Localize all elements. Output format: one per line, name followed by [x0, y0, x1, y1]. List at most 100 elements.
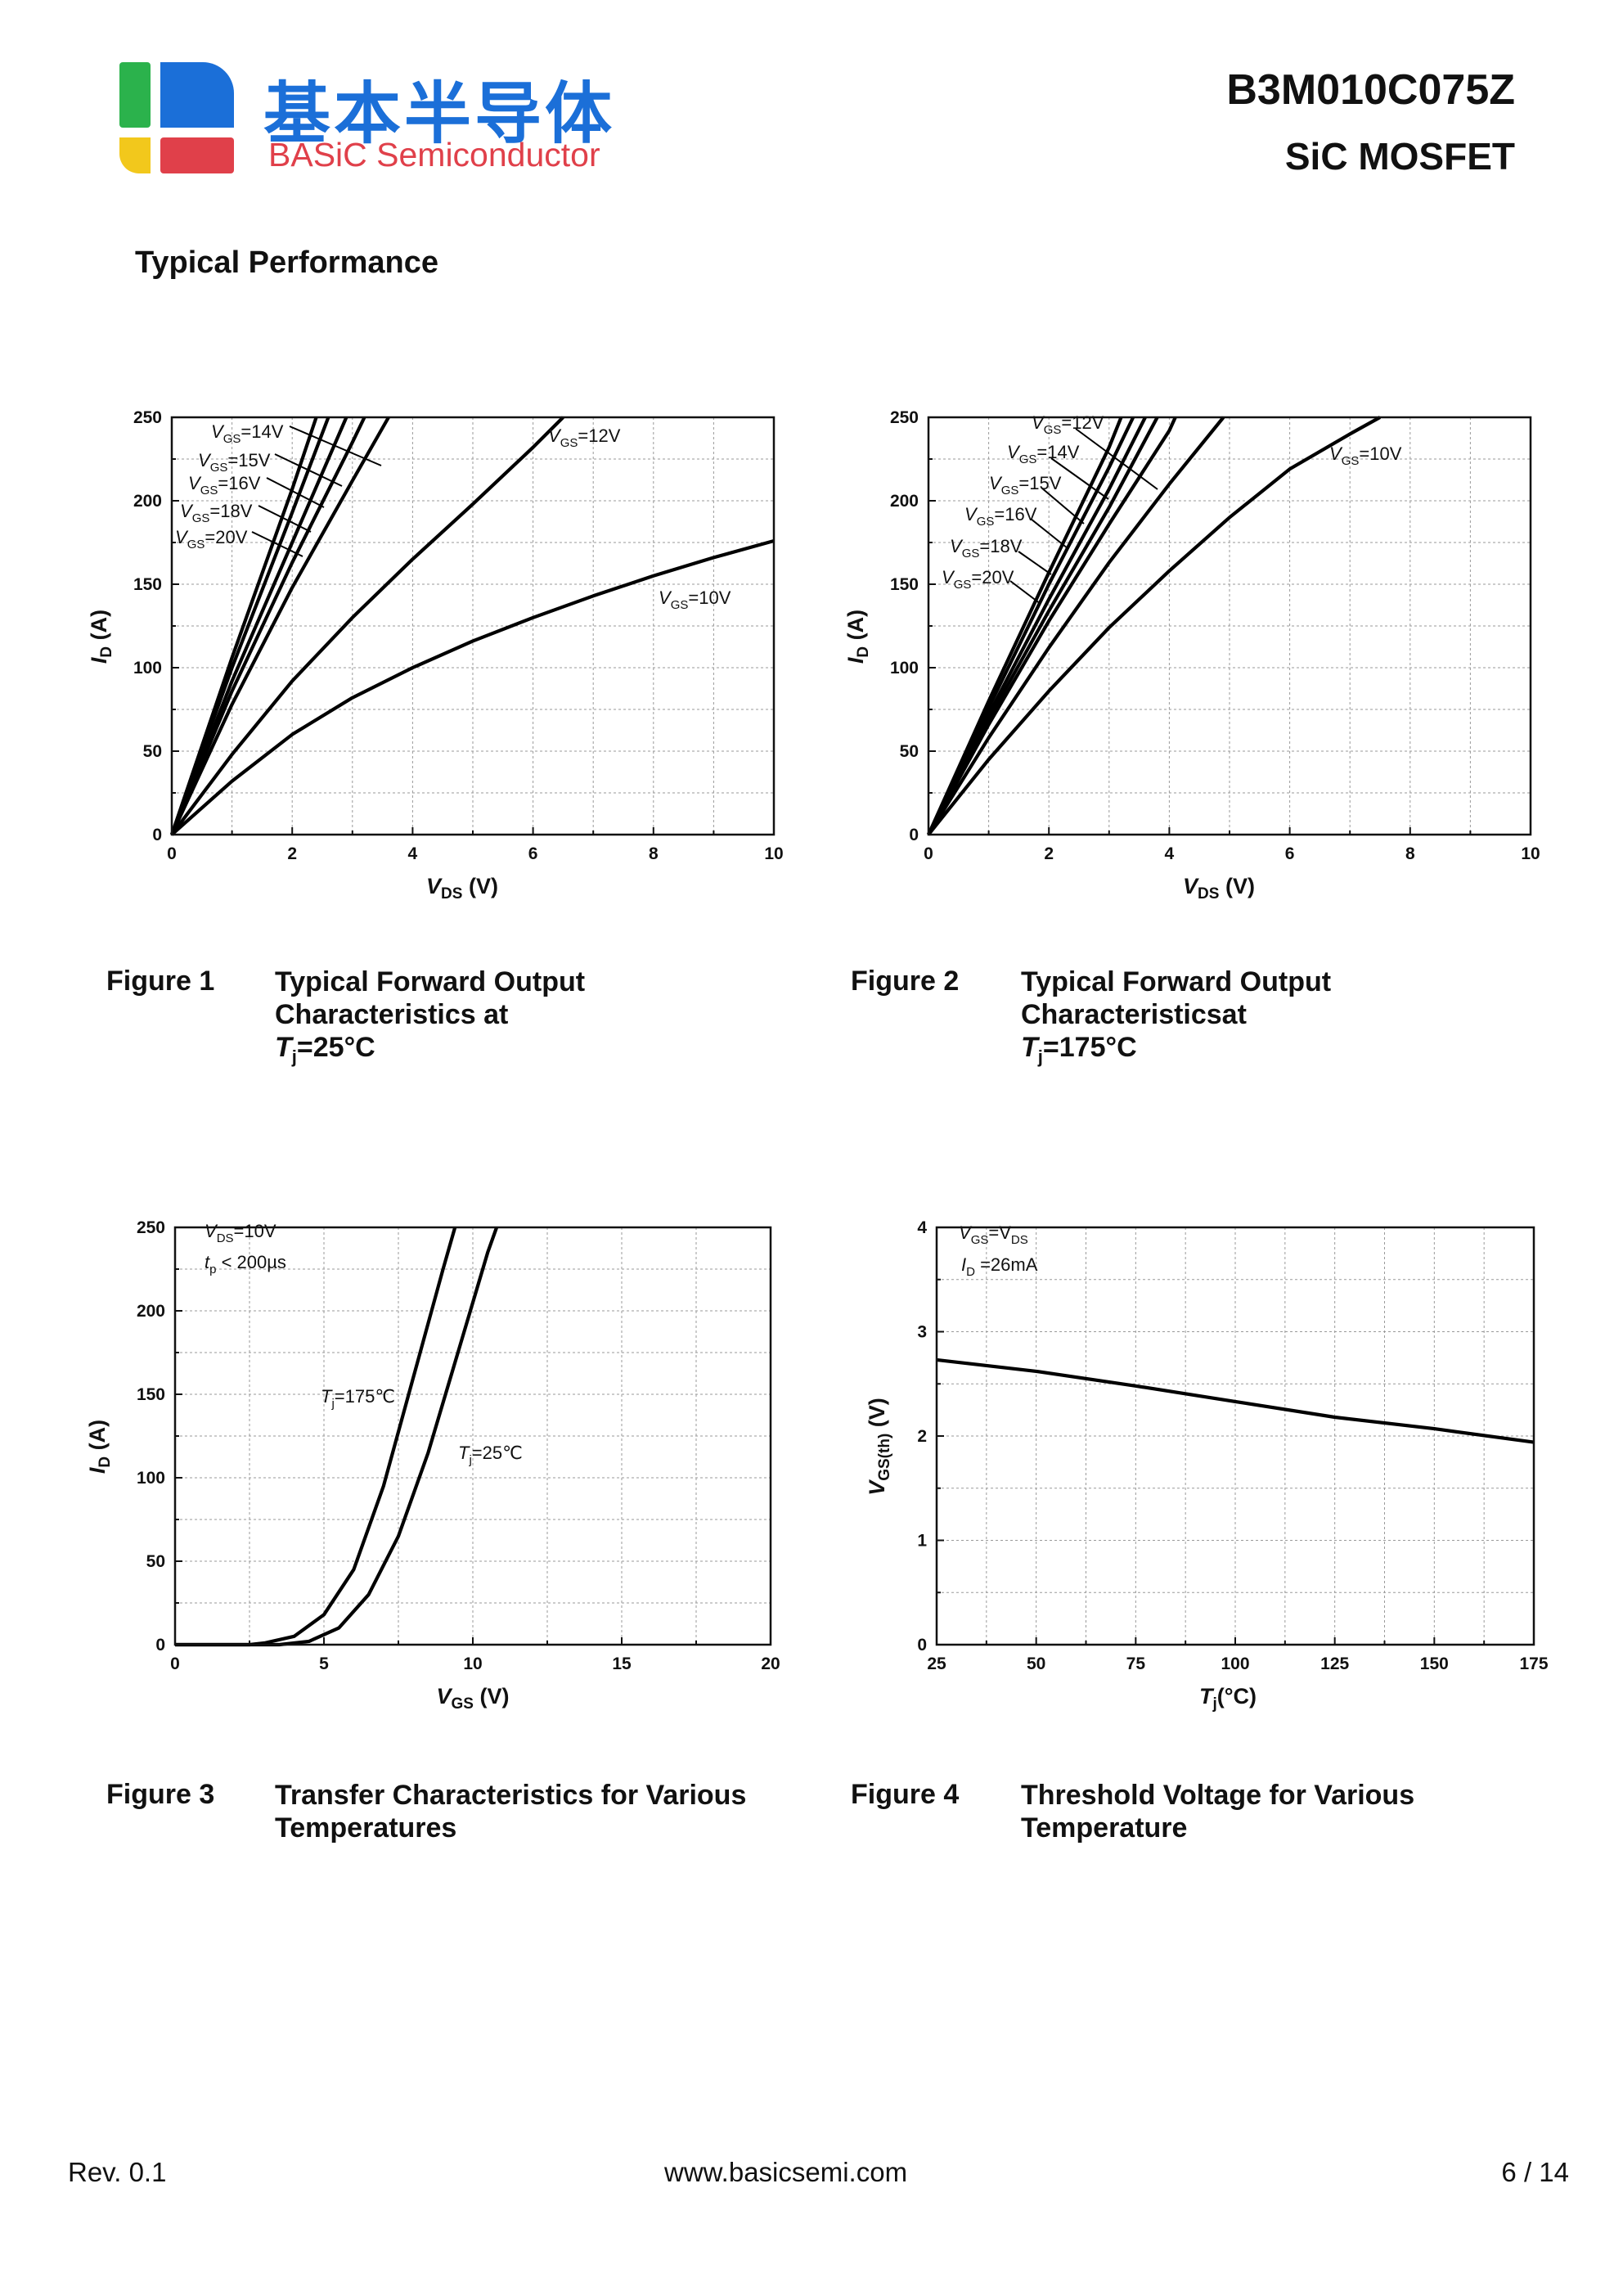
- figure-1-caption: Typical Forward Output Characteristics a…: [275, 966, 585, 1074]
- series-line-vgs-12v: [927, 416, 1225, 836]
- figure-1-number: Figure 1: [106, 966, 215, 997]
- y-tick-label: 0: [917, 1636, 927, 1654]
- x-axis-label: VDS (V): [1183, 874, 1255, 903]
- figure-4-number: Figure 4: [851, 1779, 960, 1810]
- series-line-vgs-15v: [170, 416, 366, 835]
- y-tick-label: 0: [152, 826, 162, 844]
- figure-2-number: Figure 2: [851, 966, 960, 997]
- annotation-vgs10: VGS=10V: [1329, 443, 1402, 468]
- series-line-vgs-18v: [927, 416, 1135, 835]
- x-tick-label: 10: [764, 844, 783, 863]
- caption-line: Transfer Characteristics for Various: [275, 1780, 747, 1811]
- y-tick-label: 100: [890, 659, 919, 678]
- leader-vgs16: [266, 477, 325, 508]
- annotation-tp: tp < 200µs: [205, 1252, 286, 1276]
- series-line-vgs-10v: [927, 416, 1382, 836]
- y-tick-label: 150: [890, 575, 919, 594]
- series-line-vgs-th-: [936, 1357, 1535, 1444]
- part-number: B3M010C075Z: [1226, 66, 1515, 114]
- y-tick-label: 200: [890, 492, 919, 511]
- annotation-vgs20: VGS=20V: [175, 527, 248, 551]
- series-line-vgs-10v: [170, 538, 775, 836]
- caption-line: Characteristics at: [275, 999, 509, 1030]
- figure-3-number: Figure 3: [106, 1779, 215, 1810]
- x-axis-label: VGS (V): [437, 1684, 510, 1713]
- series-line-vgs-16v: [170, 416, 348, 835]
- caption-line: Threshold Voltage for Various: [1021, 1780, 1415, 1811]
- x-tick-label: 25: [927, 1654, 946, 1673]
- logo-red-block: [160, 137, 234, 173]
- x-tick-label: 10: [1521, 844, 1540, 863]
- y-tick-label: 250: [137, 1218, 165, 1237]
- x-axis-label: VDS (V): [426, 874, 498, 903]
- x-axis-label: Tj(°C): [1199, 1684, 1257, 1713]
- annotation-vgs12: VGS=12V: [1032, 412, 1104, 437]
- x-tick-label: 0: [170, 1654, 180, 1673]
- annotation-vgs15: VGS=15V: [198, 450, 271, 475]
- annotation-vgs14: VGS=14V: [211, 421, 284, 446]
- leader-vgs18: [258, 505, 312, 533]
- x-tick-label: 50: [1027, 1654, 1045, 1673]
- x-tick-label: 175: [1519, 1654, 1548, 1673]
- annotation-vgs16: VGS=16V: [964, 504, 1037, 529]
- y-tick-label: 50: [143, 742, 162, 761]
- y-tick-label: 200: [137, 1302, 165, 1321]
- section-title: Typical Performance: [135, 245, 439, 280]
- y-tick-label: 0: [155, 1636, 165, 1654]
- leader-vgs12: [1075, 428, 1158, 490]
- y-tick-label: 50: [900, 742, 919, 761]
- x-tick-label: 10: [463, 1654, 482, 1673]
- x-tick-label: 0: [924, 844, 933, 863]
- logo-green-block: [119, 62, 151, 128]
- series-line-vgs-12v: [170, 416, 564, 836]
- series-line-vgs-16v: [927, 416, 1147, 835]
- caption-line: Temperatures: [275, 1812, 457, 1844]
- caption-temperature: Tj=25°C: [275, 1032, 375, 1067]
- y-tick-label: 2: [917, 1427, 927, 1446]
- annotation-tj25: Tj=25℃: [458, 1443, 523, 1467]
- annotation-vgs18: VGS=18V: [180, 501, 253, 525]
- x-tick-label: 6: [1285, 844, 1295, 863]
- caption-line: Temperature: [1021, 1812, 1188, 1844]
- y-tick-label: 4: [917, 1218, 927, 1237]
- x-tick-label: 125: [1320, 1654, 1349, 1673]
- x-tick-label: 4: [408, 844, 418, 863]
- annotation-vgs18: VGS=18V: [950, 536, 1023, 560]
- caption-line: Typical Forward Output: [1021, 966, 1332, 997]
- annotation-id: ID =26mA: [961, 1254, 1038, 1279]
- annotation-vgs14: VGS=14V: [1007, 442, 1080, 466]
- figure-4-caption: Threshold Voltage for Various Temperatur…: [1021, 1779, 1414, 1844]
- leader-vgs20: [251, 531, 303, 557]
- annotation-tj175: Tj=175℃: [321, 1386, 395, 1411]
- y-tick-label: 0: [909, 826, 919, 844]
- y-tick-label: 3: [917, 1323, 927, 1342]
- annotation-vgs15: VGS=15V: [989, 473, 1062, 497]
- basic-logo: [119, 62, 234, 173]
- x-tick-label: 2: [287, 844, 297, 863]
- logo-yellow-block: [119, 137, 151, 173]
- series-line-tj-25-c: [175, 1227, 499, 1647]
- leader-vgs15: [274, 453, 343, 487]
- annotation-vgs20: VGS=20V: [942, 567, 1014, 592]
- annotation-vgs12: VGS=12V: [548, 425, 621, 450]
- x-tick-label: 4: [1165, 844, 1175, 863]
- y-tick-label: 150: [133, 575, 162, 594]
- series-line-vgs-14v: [170, 416, 390, 835]
- y-axis-label: ID (A): [843, 610, 872, 664]
- y-tick-label: 200: [133, 492, 162, 511]
- x-tick-label: 150: [1420, 1654, 1449, 1673]
- leader-vgs14: [289, 425, 382, 466]
- y-tick-label: 250: [890, 408, 919, 427]
- series-line-vgs-14v: [927, 416, 1177, 836]
- brand-name-english: BASiC Semiconductor: [268, 136, 600, 173]
- caption-line: Characteristicsat: [1021, 999, 1247, 1030]
- website-link[interactable]: www.basicsemi.com: [664, 2157, 908, 2187]
- annotation-vgs-vds: VGS=VDS: [959, 1222, 1028, 1247]
- y-axis-label: VGS(th) (V): [865, 1398, 893, 1496]
- y-axis-label: ID (A): [87, 610, 115, 664]
- x-tick-label: 5: [319, 1654, 329, 1673]
- figure-2-caption: Typical Forward Output Characteristicsat…: [1021, 966, 1331, 1074]
